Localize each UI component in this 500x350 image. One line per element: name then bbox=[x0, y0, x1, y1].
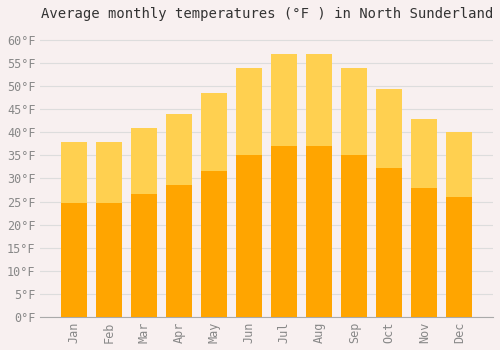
Bar bbox=[306, 54, 332, 146]
Bar bbox=[271, 54, 297, 146]
Bar bbox=[376, 89, 402, 168]
Bar bbox=[236, 68, 262, 155]
Bar bbox=[341, 68, 367, 317]
Bar bbox=[376, 89, 402, 317]
Bar bbox=[236, 68, 262, 317]
Bar bbox=[306, 54, 332, 317]
Bar bbox=[201, 93, 228, 172]
Bar bbox=[61, 141, 87, 203]
Bar bbox=[411, 119, 438, 317]
Bar bbox=[411, 119, 438, 188]
Bar bbox=[131, 128, 157, 194]
Bar bbox=[446, 132, 472, 317]
Bar bbox=[131, 128, 157, 317]
Bar bbox=[446, 132, 472, 197]
Bar bbox=[61, 141, 87, 317]
Bar bbox=[96, 141, 122, 203]
Bar bbox=[96, 141, 122, 317]
Bar bbox=[166, 114, 192, 317]
Bar bbox=[271, 54, 297, 317]
Bar bbox=[341, 68, 367, 155]
Bar bbox=[166, 114, 192, 185]
Title: Average monthly temperatures (°F ) in North Sunderland: Average monthly temperatures (°F ) in No… bbox=[40, 7, 493, 21]
Bar bbox=[201, 93, 228, 317]
